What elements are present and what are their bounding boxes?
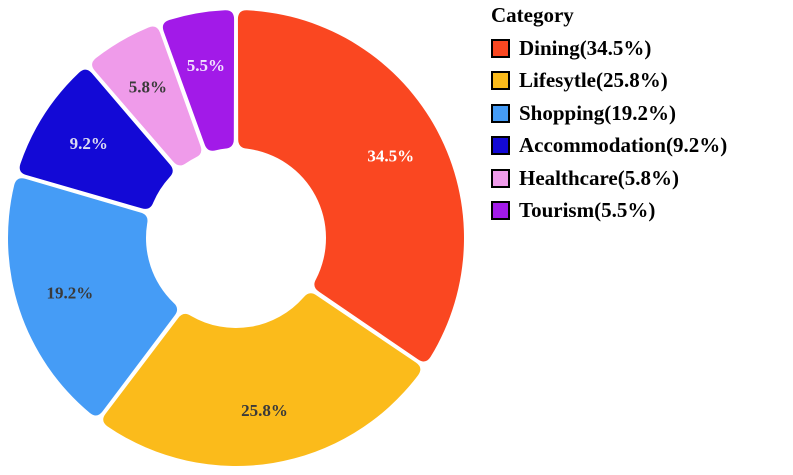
legend-swatch-shopping [491,103,510,123]
slice-label-accommodation: 9.2% [70,134,108,153]
legend-label-lifesytle: Lifesytle(25.8%) [519,68,668,93]
legend-item-tourism: Tourism(5.5%) [491,195,727,228]
slice-lifesytle [103,293,421,467]
legend: Category Dining(34.5%) Lifesytle(25.8%) Sh… [491,2,727,227]
legend-item-dining: Dining(34.5%) [491,32,727,65]
legend-item-shopping: Shopping(19.2%) [491,97,727,130]
legend-label-dining: Dining(34.5%) [519,35,652,60]
legend-label-accommodation: Accommodation(9.2%) [519,133,728,158]
slice-label-dining: 34.5% [367,147,414,166]
legend-label-shopping: Shopping(19.2%) [519,100,676,125]
legend-swatch-lifesytle [491,71,510,91]
slice-label-tourism: 5.5% [187,56,225,75]
legend-item-accommodation: Accommodation(9.2%) [491,130,727,163]
legend-swatch-tourism [491,201,510,221]
slice-shopping [7,178,178,416]
legend-swatch-accommodation [491,136,510,156]
legend-title: Category [491,3,574,27]
legend-swatch-dining [491,38,510,58]
legend-items: Dining(34.5%) Lifesytle(25.8%) Shopping(19… [491,32,727,227]
slice-label-healthcare: 5.8% [129,77,167,96]
slice-dining [237,10,465,362]
legend-label-tourism: Tourism(5.5%) [519,198,656,223]
legend-item-healthcare: Healthcare(5.8%) [491,162,727,195]
slice-label-lifesytle: 25.8% [241,401,288,420]
slice-healthcare [92,26,202,166]
legend-swatch-healthcare [491,168,510,188]
slice-label-shopping: 19.2% [47,284,94,303]
legend-label-healthcare: Healthcare(5.8%) [519,165,679,190]
slice-tourism [162,10,235,151]
legend-item-lifesytle: Lifesytle(25.8%) [491,65,727,98]
slice-accommodation [19,69,173,209]
